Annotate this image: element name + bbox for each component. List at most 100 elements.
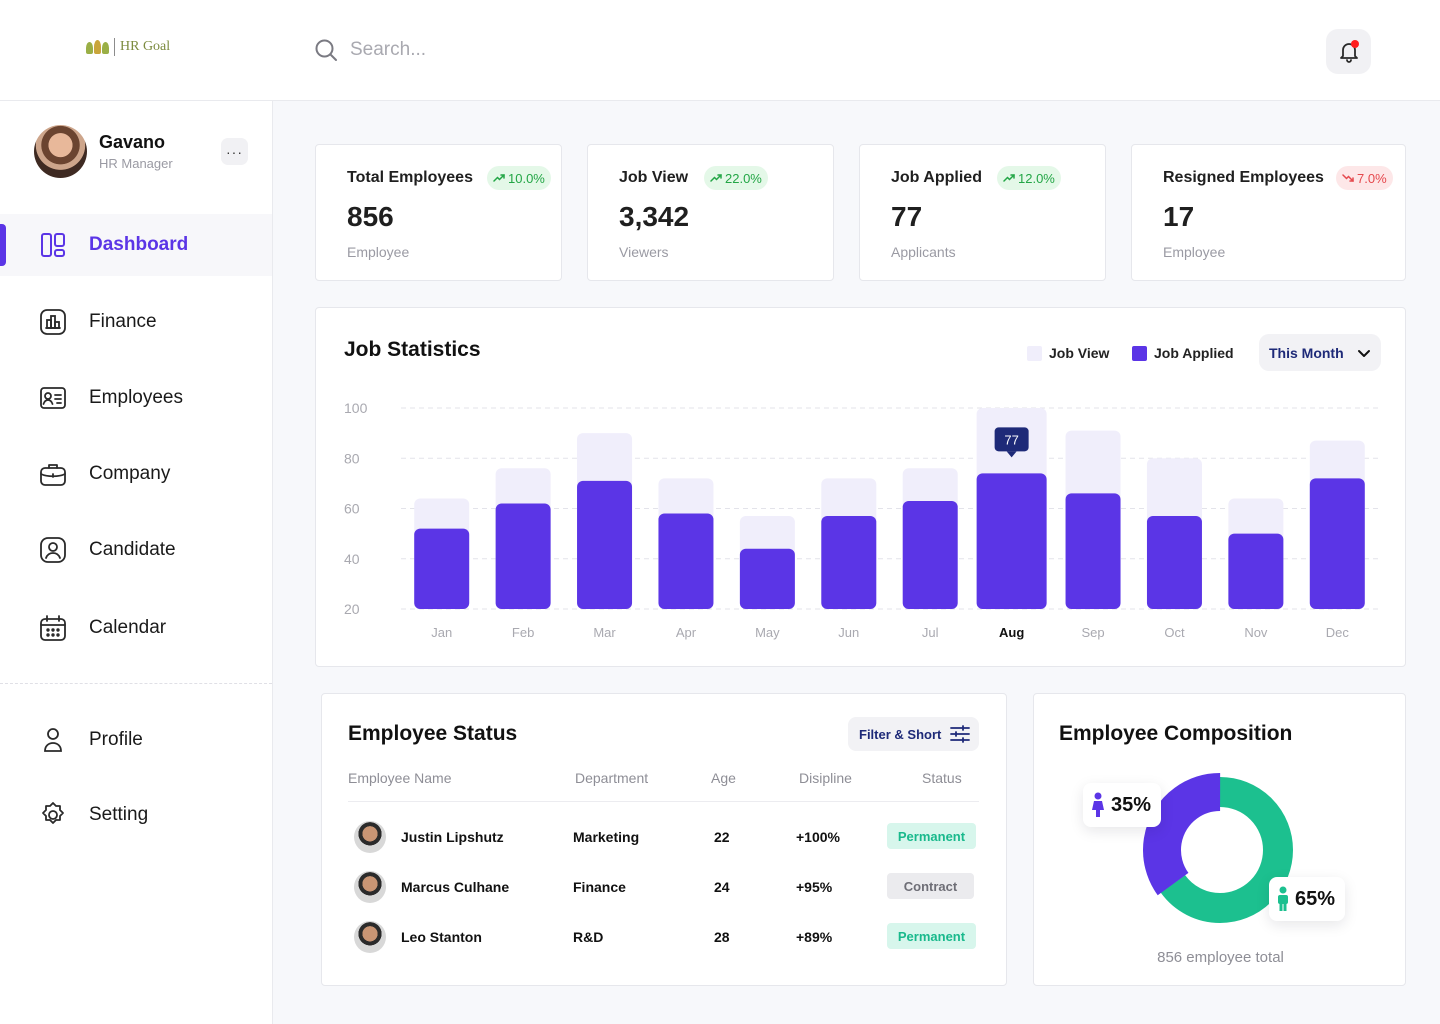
user-profile[interactable]: Gavano HR Manager [34, 125, 173, 178]
status-badge: Permanent [887, 823, 976, 849]
company-icon [39, 460, 67, 488]
hr-goal-logo[interactable]: HR Goal [86, 38, 170, 56]
employee-composition-title: Employee Composition [1059, 722, 1293, 745]
stat-card-resigned-employees: Resigned Employees 7.0% 17 Employee [1131, 144, 1406, 281]
chevron-down-icon [1357, 349, 1370, 357]
stat-unit: Employee [1163, 244, 1226, 260]
filter-sort-label: Filter & Short [859, 726, 942, 742]
status-badge: Permanent [887, 923, 976, 949]
sidebar-item-label: Profile [89, 729, 143, 750]
legend-job-view: Job View [1027, 345, 1109, 361]
employee-department: Marketing [573, 829, 640, 845]
employee-name: Justin Lipshutz [401, 829, 504, 845]
x-tick-label: Apr [676, 625, 697, 640]
x-tick-label: Jan [431, 625, 452, 640]
female-percentage-label: 35% [1083, 783, 1162, 827]
composition-total-label: 856 employee total [1157, 949, 1284, 966]
x-tick-label: Sep [1081, 625, 1104, 640]
sidebar-item-candidate[interactable]: Candidate [0, 519, 272, 581]
job-statistics-title: Job Statistics [344, 338, 481, 361]
bar-job-applied [976, 473, 1047, 609]
sliders-icon [950, 725, 971, 743]
trend-up-icon [1003, 174, 1015, 182]
gear-icon [39, 801, 67, 829]
y-tick-label: 20 [344, 601, 360, 617]
female-icon [1092, 792, 1104, 817]
stat-value: 3,342 [619, 201, 690, 232]
employee-age: 22 [714, 829, 730, 845]
stat-unit: Employee [347, 244, 410, 260]
stat-card-job-view: Job View 22.0% 3,342 Viewers [587, 144, 834, 281]
employee-department: Finance [573, 879, 626, 895]
stat-value: 77 [891, 201, 923, 232]
avatar [354, 921, 386, 953]
x-tick-label: Feb [512, 625, 534, 640]
employee-age: 24 [714, 879, 730, 895]
trend-up-icon [710, 174, 722, 182]
bar-job-applied [1146, 516, 1202, 609]
stat-unit: Viewers [619, 244, 669, 260]
x-tick-label: Aug [999, 625, 1024, 640]
employees-icon [39, 384, 67, 412]
employee-status-title: Employee Status [348, 722, 518, 745]
notification-button[interactable] [1326, 29, 1371, 74]
more-options-button[interactable]: ··· [221, 138, 248, 165]
x-tick-label: Oct [1164, 625, 1185, 640]
column-header-status[interactable]: Status [922, 770, 962, 786]
user-name: Gavano [99, 132, 166, 152]
x-tick-label: Mar [593, 625, 616, 640]
table-row[interactable]: Leo Stanton R&D 28 +89% Permanent [346, 918, 980, 958]
trend-badge: 7.0% [1336, 166, 1393, 190]
bar-job-applied [1309, 478, 1365, 609]
sidebar-item-calendar[interactable]: Calendar [0, 597, 272, 659]
stat-unit: Applicants [891, 244, 956, 260]
status-badge: Contract [887, 873, 974, 899]
logo-text: HR Goal [120, 39, 171, 54]
profile-icon [39, 726, 67, 754]
y-tick-label: 40 [344, 551, 360, 567]
tooltip-box [994, 427, 1029, 452]
sidebar: Gavano HR Manager ··· Dashboard Finance … [0, 101, 273, 1024]
avatar [34, 125, 87, 178]
trend-up-icon [493, 174, 505, 182]
search-bar[interactable] [314, 38, 650, 62]
male-percentage-label: 65% [1269, 877, 1346, 921]
filter-sort-button[interactable]: Filter & Short [848, 717, 979, 751]
search-icon [315, 39, 337, 61]
sidebar-item-employees[interactable]: Employees [0, 367, 272, 429]
bar-job-applied [739, 548, 795, 609]
sidebar-item-profile[interactable]: Profile [0, 709, 272, 771]
sidebar-item-company[interactable]: Company [0, 443, 272, 505]
y-tick-label: 60 [344, 501, 360, 517]
employee-department: R&D [573, 929, 604, 945]
tooltip-value: 77 [1004, 432, 1018, 447]
avatar [354, 821, 386, 853]
x-tick-label: Nov [1244, 625, 1268, 640]
table-row[interactable]: Justin Lipshutz Marketing 22 +100% Perma… [346, 818, 980, 858]
table-row[interactable]: Marcus Culhane Finance 24 +95% Contract [346, 868, 980, 908]
column-header-name[interactable]: Employee Name [348, 770, 452, 786]
stat-title: Job View [619, 169, 689, 186]
job-statistics-chart: 100 80 60 40 20 Jan Feb Mar Apr May Jun Jul Aug 77 Sep… [344, 400, 1378, 640]
column-header-discipline[interactable]: Disipline [799, 770, 852, 786]
sidebar-item-label: Candidate [89, 539, 176, 560]
male-icon [1278, 886, 1288, 911]
sidebar-item-label: Dashboard [89, 234, 189, 255]
trend-badge: 22.0% [704, 166, 768, 190]
search-input[interactable] [350, 39, 650, 61]
bar-job-applied [658, 513, 714, 609]
stat-title: Total Employees [347, 169, 473, 186]
sidebar-item-setting[interactable]: Setting [0, 784, 272, 846]
sidebar-item-finance[interactable]: Finance [0, 291, 272, 353]
trend-down-icon [1342, 174, 1354, 182]
x-tick-label: Jul [922, 625, 939, 640]
sidebar-divider [0, 683, 272, 684]
stat-value: 17 [1163, 201, 1195, 232]
period-dropdown[interactable]: This Month [1259, 334, 1381, 371]
column-header-department[interactable]: Department [575, 770, 649, 786]
sidebar-item-dashboard[interactable]: Dashboard [0, 214, 272, 276]
stat-title: Job Applied [891, 169, 982, 186]
column-header-age[interactable]: Age [711, 770, 736, 786]
table-header-divider [348, 801, 979, 802]
y-tick-label: 100 [344, 400, 368, 416]
